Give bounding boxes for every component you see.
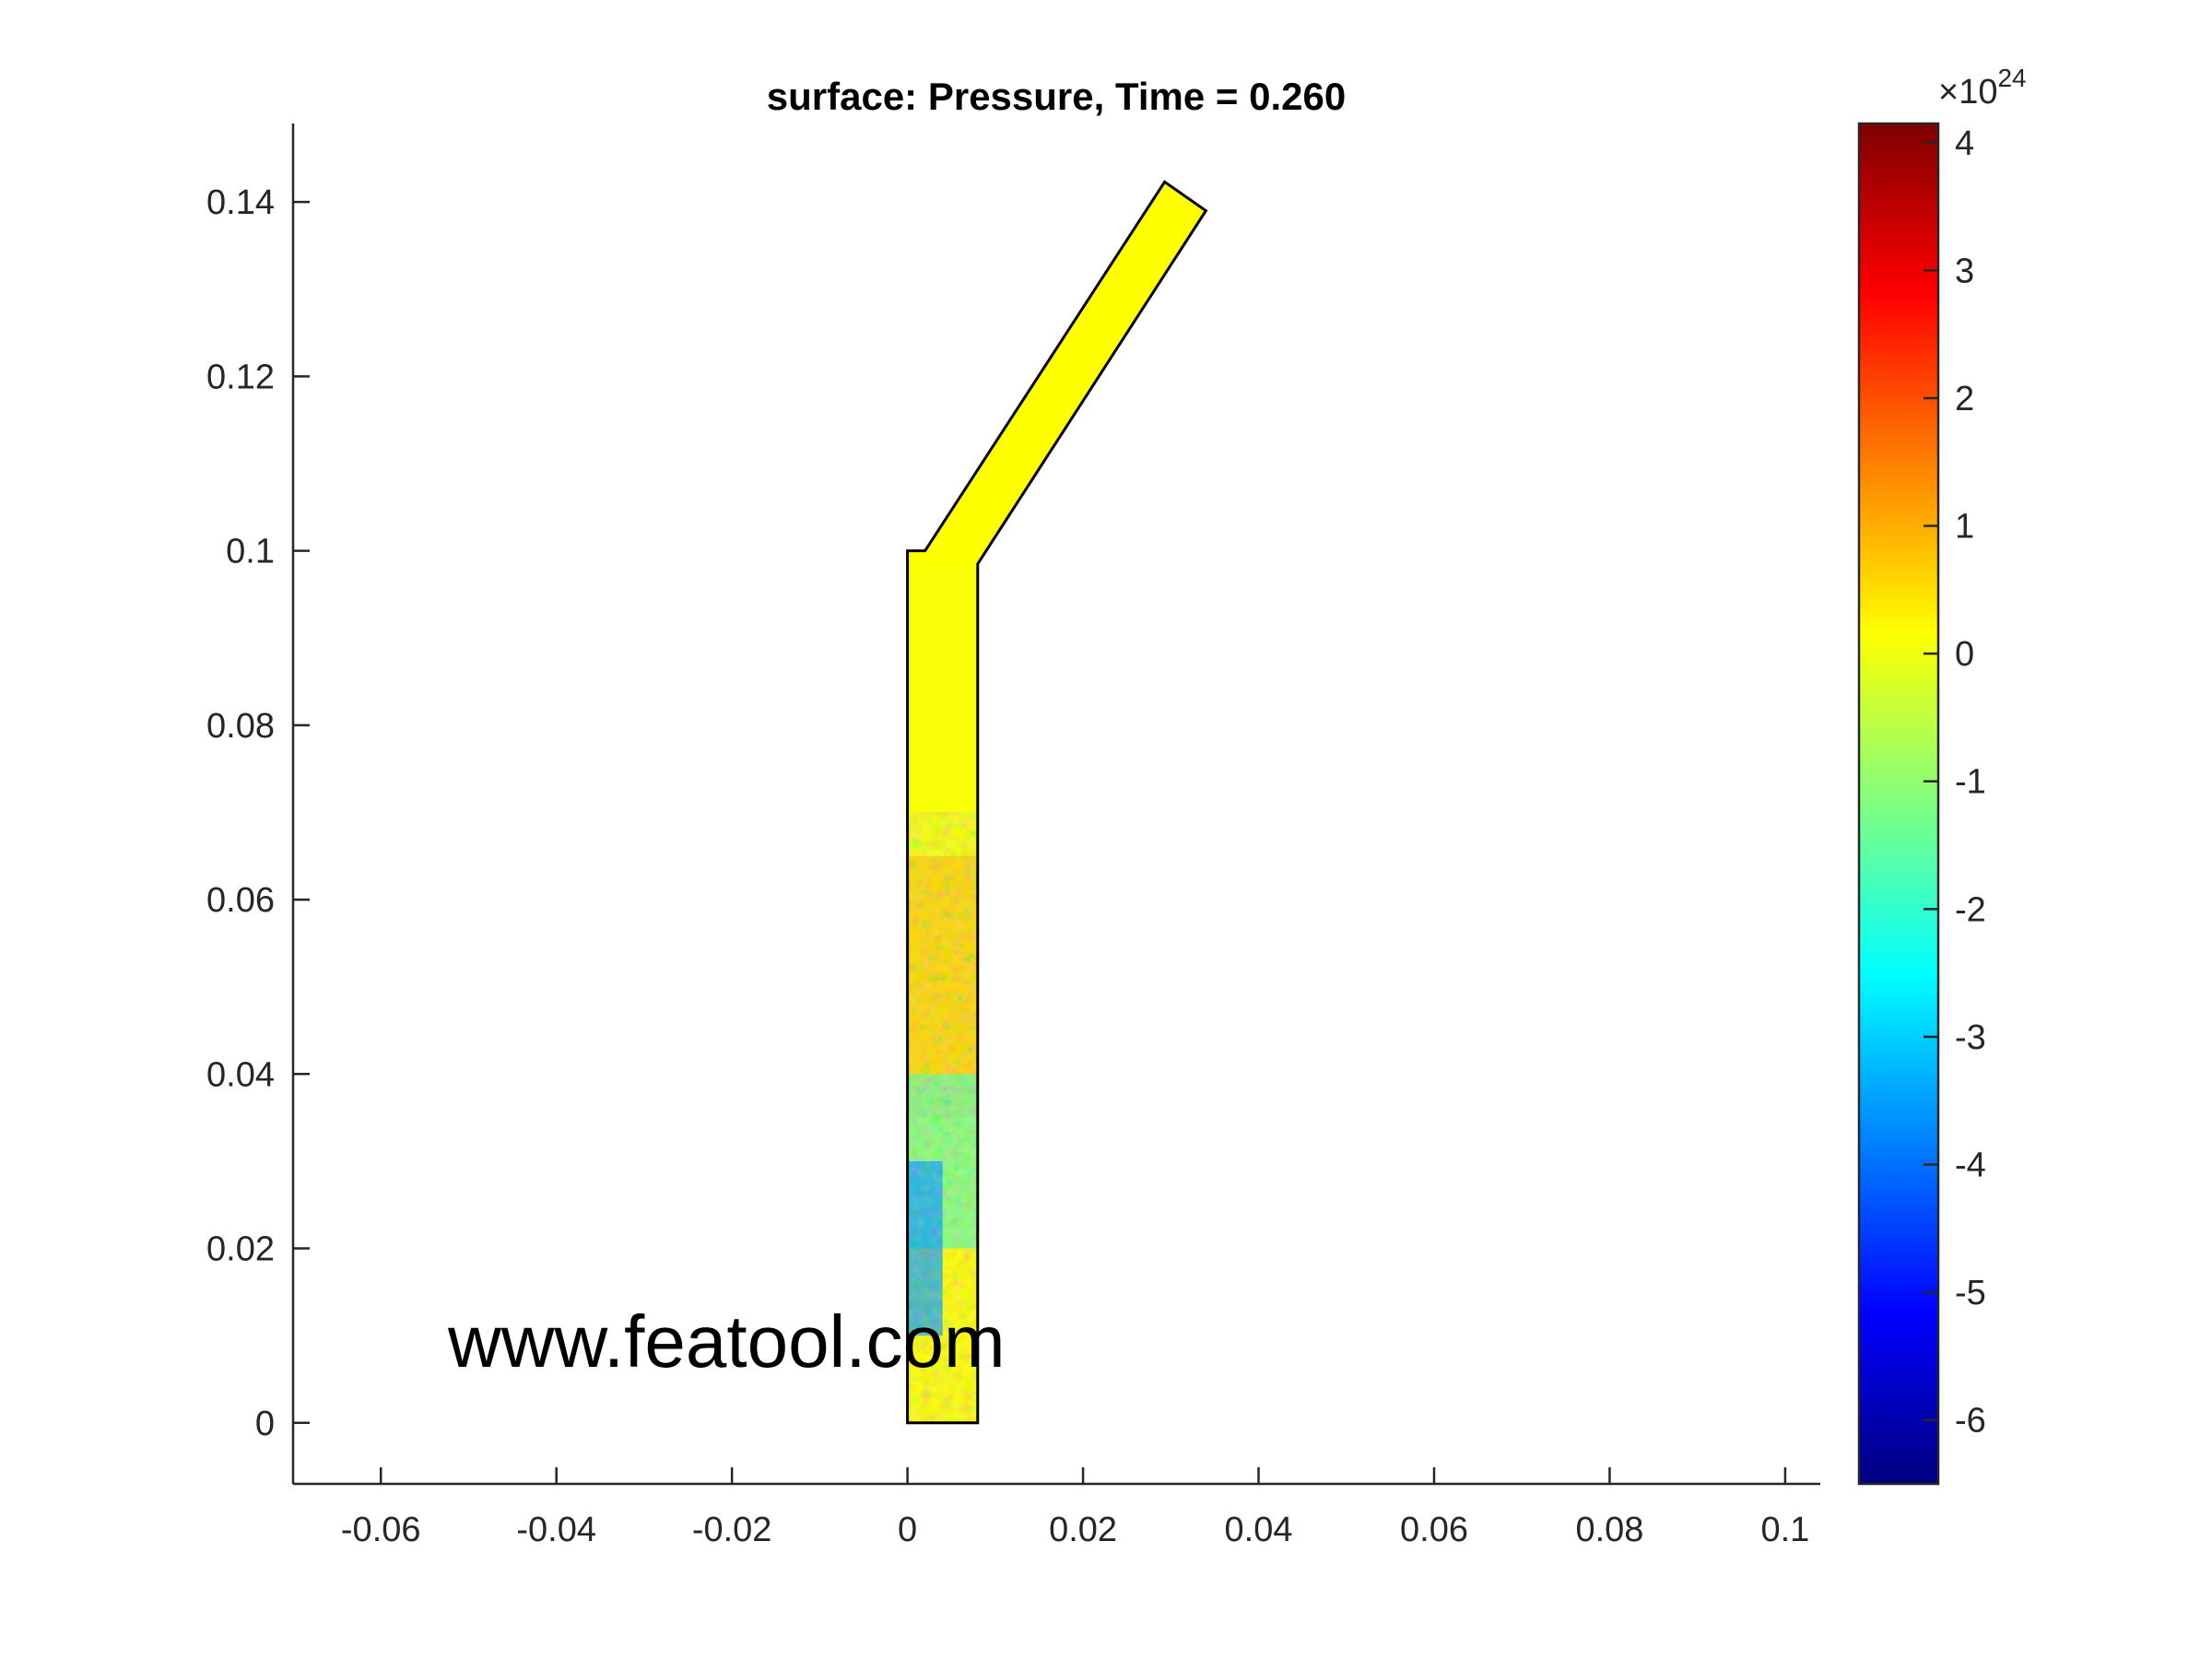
x-tick-label: 0.1 — [1760, 1511, 1809, 1549]
y-tick-label: 0.04 — [206, 1055, 275, 1094]
x-tick-label: -0.04 — [516, 1511, 596, 1549]
domain-outline — [906, 180, 1208, 1425]
y-tick-label: 0.08 — [206, 707, 275, 746]
x-tick-label: 0.02 — [1049, 1511, 1117, 1549]
x-ticks: -0.06 -0.04 -0.02 0 0.02 0.04 0.06 0.08 0.1 — [341, 1467, 1809, 1549]
field-base — [907, 182, 1206, 1423]
colorbar-ticks: -6 -5 -4 -3 -2 -1 0 1 2 3 4 — [1924, 124, 1986, 1441]
colorbar-tick-label: -5 — [1955, 1274, 1986, 1312]
colorbar-tick-label: -3 — [1955, 1018, 1986, 1057]
colorbar-tick-label: -4 — [1955, 1147, 1986, 1185]
colorbar-gradient — [1857, 122, 1940, 1486]
colorbar-tick-label: 0 — [1955, 635, 1974, 674]
plot-area — [906, 180, 1208, 1425]
chart-title: surface: Pressure, Time = 0.260 — [767, 75, 1346, 118]
x-tick-label: 0.08 — [1575, 1511, 1643, 1549]
pressure-field — [907, 182, 1206, 1423]
axes: -0.06 -0.04 -0.02 0 0.02 0.04 0.06 0.08 0.1 0 0.0… — [206, 124, 1820, 1549]
colorbar-exponent: ×1024 — [1938, 64, 2027, 112]
colorbar-tick-label: 4 — [1955, 124, 1974, 163]
colorbar-tick-label: 2 — [1955, 380, 1974, 418]
colorbar-tick-label: 3 — [1955, 252, 1974, 290]
y-tick-label: 0.02 — [206, 1230, 275, 1269]
x-tick-label: 0.06 — [1400, 1511, 1468, 1549]
y-tick-label: 0.1 — [226, 533, 275, 571]
y-tick-label: 0.12 — [206, 358, 275, 396]
colorbar-tick-label: -2 — [1955, 890, 1986, 929]
x-tick-label: 0 — [898, 1511, 917, 1549]
colorbar-tick-label: -1 — [1955, 763, 1986, 802]
watermark-text: www.featool.com — [447, 1300, 1006, 1382]
colorbar-tick-label: -6 — [1955, 1402, 1986, 1441]
colorbar-tick-label: 1 — [1955, 508, 1974, 547]
field-turbulence — [907, 812, 978, 1423]
y-ticks: 0 0.02 0.04 0.06 0.08 0.1 0.12 0.14 — [206, 183, 310, 1443]
y-tick-label: 0 — [255, 1405, 275, 1443]
x-tick-label: -0.02 — [692, 1511, 772, 1549]
y-tick-label: 0.14 — [206, 183, 275, 222]
x-tick-label: -0.06 — [341, 1511, 421, 1549]
x-tick-label: 0.04 — [1225, 1511, 1293, 1549]
colorbar: -6 -5 -4 -3 -2 -1 0 1 2 3 4 ×1024 — [1857, 64, 2027, 1486]
y-tick-label: 0.06 — [206, 881, 275, 920]
